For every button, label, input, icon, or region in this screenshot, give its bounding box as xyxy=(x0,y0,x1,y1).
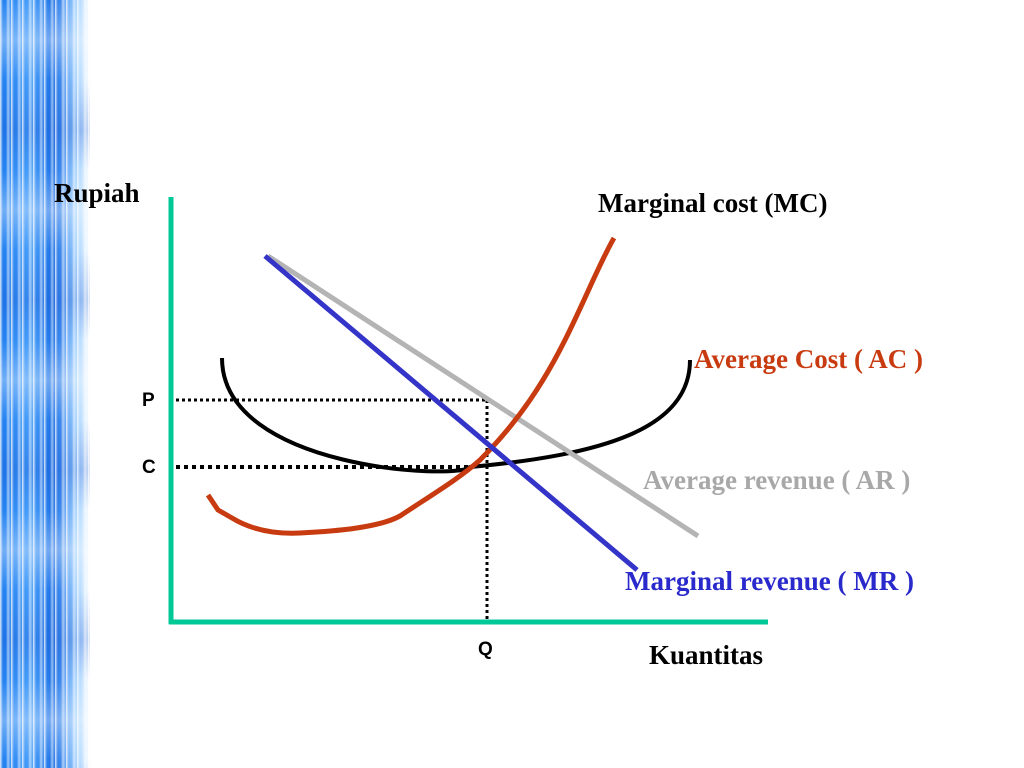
p-marker-label: P xyxy=(142,390,155,411)
q-marker-label: Q xyxy=(478,639,493,660)
y-axis-label: Rupiah xyxy=(54,178,140,208)
mr-line xyxy=(263,254,639,572)
x-axis-label: Kuantitas xyxy=(649,640,764,670)
ar-line xyxy=(266,253,700,539)
c-marker-label: C xyxy=(142,457,156,478)
ar-label: Average revenue ( AR ) xyxy=(643,465,911,495)
mc-label: Marginal cost (MC) xyxy=(598,188,828,218)
mc-curve xyxy=(205,236,617,536)
mr-label: Marginal revenue ( MR ) xyxy=(625,566,914,596)
ac-label: Average Cost ( AC ) xyxy=(694,344,923,374)
decorative-side-stripe xyxy=(0,0,90,768)
